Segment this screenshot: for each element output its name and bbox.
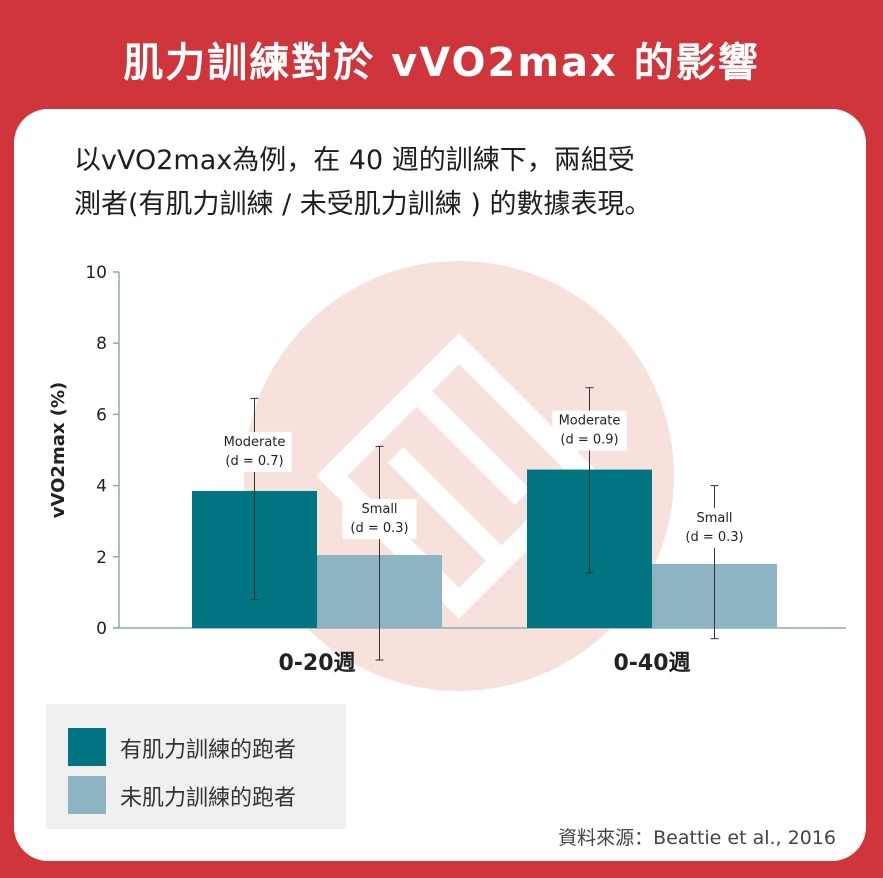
annotation-background bbox=[217, 431, 292, 472]
effect-size-value: (d = 0.7) bbox=[225, 454, 283, 469]
annotations: Moderate (d = 0.7) Small (d = 0.3) Moderate (… bbox=[217, 410, 752, 548]
effect-size-label: Moderate bbox=[224, 435, 286, 450]
y-tick-label: 4 bbox=[96, 477, 107, 497]
effect-size-label: Moderate bbox=[559, 414, 621, 429]
effect-size-value: (d = 0.3) bbox=[685, 530, 743, 545]
chart-card: 以vVO2max為例，在 40 週的訓練下，兩組受 測者(有肌力訓練 / 未受肌… bbox=[14, 109, 866, 861]
annotation-background bbox=[342, 499, 417, 540]
effect-size-label: Small bbox=[361, 502, 397, 517]
y-tick-label: 0 bbox=[96, 619, 107, 639]
bars bbox=[192, 387, 777, 661]
y-axis-label: vVO2max (%) bbox=[48, 382, 69, 518]
annotation-background bbox=[677, 507, 752, 548]
x-category-label: 0-40週 bbox=[613, 651, 690, 676]
y-tick-label: 6 bbox=[96, 405, 107, 425]
x-category-label: 0-20週 bbox=[278, 651, 355, 676]
y-tick-label: 2 bbox=[96, 548, 107, 568]
effect-size-value: (d = 0.9) bbox=[560, 433, 618, 448]
annotation-background bbox=[552, 410, 627, 451]
description-line-1: 以vVO2max為例，在 40 週的訓練下，兩組受 bbox=[74, 145, 635, 176]
effect-size-label: Small bbox=[696, 511, 732, 526]
y-tick-label: 8 bbox=[96, 334, 107, 354]
effect-size-value: (d = 0.3) bbox=[350, 521, 408, 536]
legend-label-no-strength: 未肌力訓練的跑者 bbox=[120, 786, 297, 811]
chart-description: 以vVO2max為例，在 40 週的訓練下，兩組受 測者(有肌力訓練 / 未受肌… bbox=[74, 139, 834, 227]
legend-label-strength: 有肌力訓練的跑者 bbox=[120, 738, 297, 763]
source-citation: 資料來源：Beattie et al., 2016 bbox=[558, 827, 836, 849]
description-line-2: 測者(有肌力訓練 / 未受肌力訓練 ) 的數據表現。 bbox=[74, 189, 652, 220]
legend: 有肌力訓練的跑者 未肌力訓練的跑者 bbox=[46, 704, 346, 829]
legend-swatch-strength bbox=[68, 728, 106, 766]
y-tick-label: 10 bbox=[85, 263, 107, 283]
page-title: 肌力訓練對於 vVO2max 的影響 bbox=[123, 40, 760, 86]
legend-swatch-no-strength bbox=[68, 776, 106, 814]
bar-chart: 0 2 4 6 8 10 vVO2max (%) 0-20週 0-40週 Moderate (d … bbox=[48, 261, 846, 691]
